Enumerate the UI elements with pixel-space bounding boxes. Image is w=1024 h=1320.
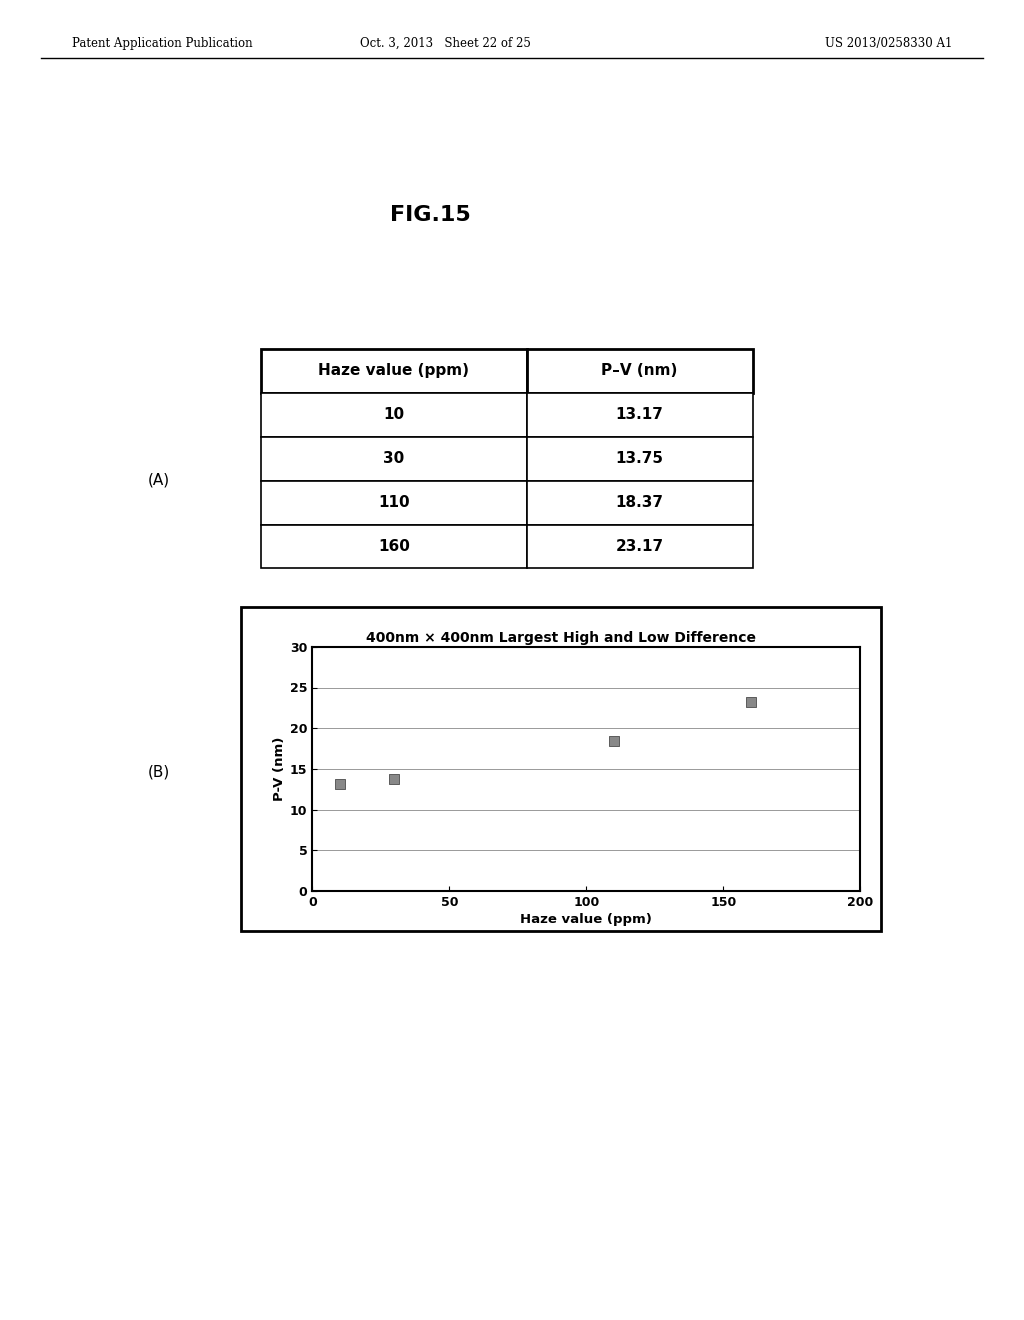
Text: FIG.15: FIG.15 — [390, 205, 470, 224]
Y-axis label: P-V (nm): P-V (nm) — [272, 737, 286, 801]
Text: US 2013/0258330 A1: US 2013/0258330 A1 — [825, 37, 952, 50]
Text: Patent Application Publication: Patent Application Publication — [72, 37, 252, 50]
Point — [332, 774, 348, 795]
X-axis label: Haze value (ppm): Haze value (ppm) — [520, 913, 652, 927]
Text: Oct. 3, 2013   Sheet 22 of 25: Oct. 3, 2013 Sheet 22 of 25 — [360, 37, 530, 50]
Text: (B): (B) — [147, 764, 170, 780]
Text: (A): (A) — [147, 473, 170, 488]
Point — [742, 692, 759, 713]
Point — [386, 768, 402, 789]
Point — [605, 731, 622, 752]
Text: 400nm × 400nm Largest High and Low Difference: 400nm × 400nm Largest High and Low Diffe… — [366, 631, 756, 645]
